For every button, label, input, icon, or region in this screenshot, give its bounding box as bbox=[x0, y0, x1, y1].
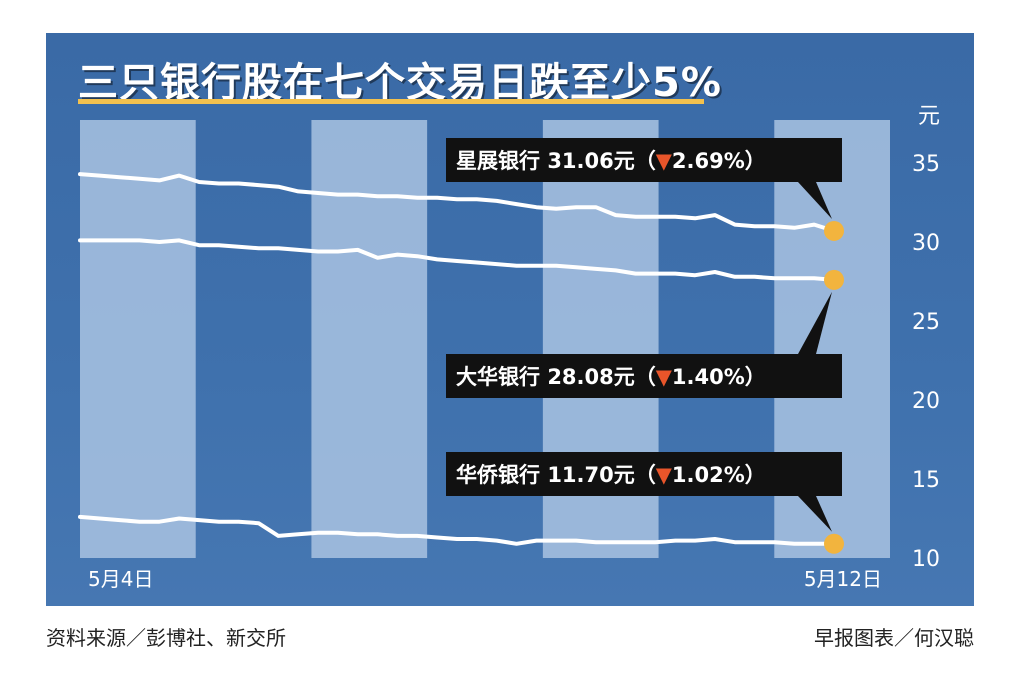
callout-label: 大华银行 28.08元（▼1.40%） bbox=[446, 291, 842, 398]
callout-label: 华侨银行 11.70元（▼1.02%） bbox=[446, 452, 842, 532]
series-change: 1.40%） bbox=[672, 365, 766, 389]
callout-box bbox=[446, 138, 842, 182]
title-underline bbox=[78, 99, 704, 104]
endpoint-marker bbox=[824, 269, 844, 290]
callout-text: 大华银行 28.08元（▼1.40%） bbox=[456, 365, 766, 389]
x-tick-label: 5月4日 bbox=[88, 567, 153, 591]
series-line bbox=[78, 514, 836, 546]
series-price: 11.70元（ bbox=[547, 463, 655, 487]
down-arrow-icon: ▼ bbox=[656, 365, 673, 389]
source-note: 资料来源／彭博社、新交所 bbox=[46, 626, 286, 650]
down-arrow-icon: ▼ bbox=[656, 463, 673, 487]
series-change: 1.02%） bbox=[672, 463, 766, 487]
callout-pointer bbox=[798, 182, 832, 219]
callout-box bbox=[446, 452, 842, 496]
y-unit-label: 元 bbox=[918, 104, 941, 129]
callout-pointer bbox=[798, 496, 832, 532]
y-tick-label: 20 bbox=[912, 389, 940, 414]
y-tick-label: 10 bbox=[912, 547, 940, 572]
series-change: 2.69%） bbox=[672, 149, 766, 173]
chart-title: 三只银行股在七个交易日跌至少5% bbox=[78, 60, 722, 106]
y-tick-label: 25 bbox=[912, 310, 940, 335]
credit-note: 早报图表／何汉聪 bbox=[814, 626, 974, 650]
endpoint-marker bbox=[824, 533, 844, 554]
series-name: 华侨银行 bbox=[456, 463, 547, 487]
series-name: 大华银行 bbox=[456, 365, 547, 389]
endpoint-marker bbox=[824, 220, 844, 241]
y-axis: 10 15 20 25 30 35 bbox=[912, 152, 940, 572]
y-tick-label: 35 bbox=[912, 152, 940, 177]
y-tick-label: 15 bbox=[912, 468, 940, 493]
down-arrow-icon: ▼ bbox=[656, 149, 673, 173]
x-axis: 5月4日 5月12日 bbox=[88, 567, 882, 591]
series-lines bbox=[78, 172, 844, 554]
series-line bbox=[78, 238, 836, 282]
callout-box bbox=[446, 354, 842, 398]
series-price: 28.08元（ bbox=[547, 365, 655, 389]
callout-pointer bbox=[798, 291, 832, 354]
x-tick-label: 5月12日 bbox=[804, 567, 882, 591]
callout-text: 星展银行 31.06元（▼2.69%） bbox=[456, 149, 766, 173]
day-band bbox=[80, 120, 196, 558]
series-line bbox=[78, 172, 836, 233]
callout-text: 华侨银行 11.70元（▼1.02%） bbox=[456, 463, 766, 487]
callout-label: 星展银行 31.06元（▼2.69%） bbox=[446, 138, 842, 219]
series-name: 星展银行 bbox=[456, 149, 547, 173]
y-tick-label: 30 bbox=[912, 231, 940, 256]
callouts: 星展银行 31.06元（▼2.69%）大华银行 28.08元（▼1.40%）华侨… bbox=[446, 138, 842, 532]
day-band bbox=[311, 120, 428, 558]
series-price: 31.06元（ bbox=[547, 149, 655, 173]
